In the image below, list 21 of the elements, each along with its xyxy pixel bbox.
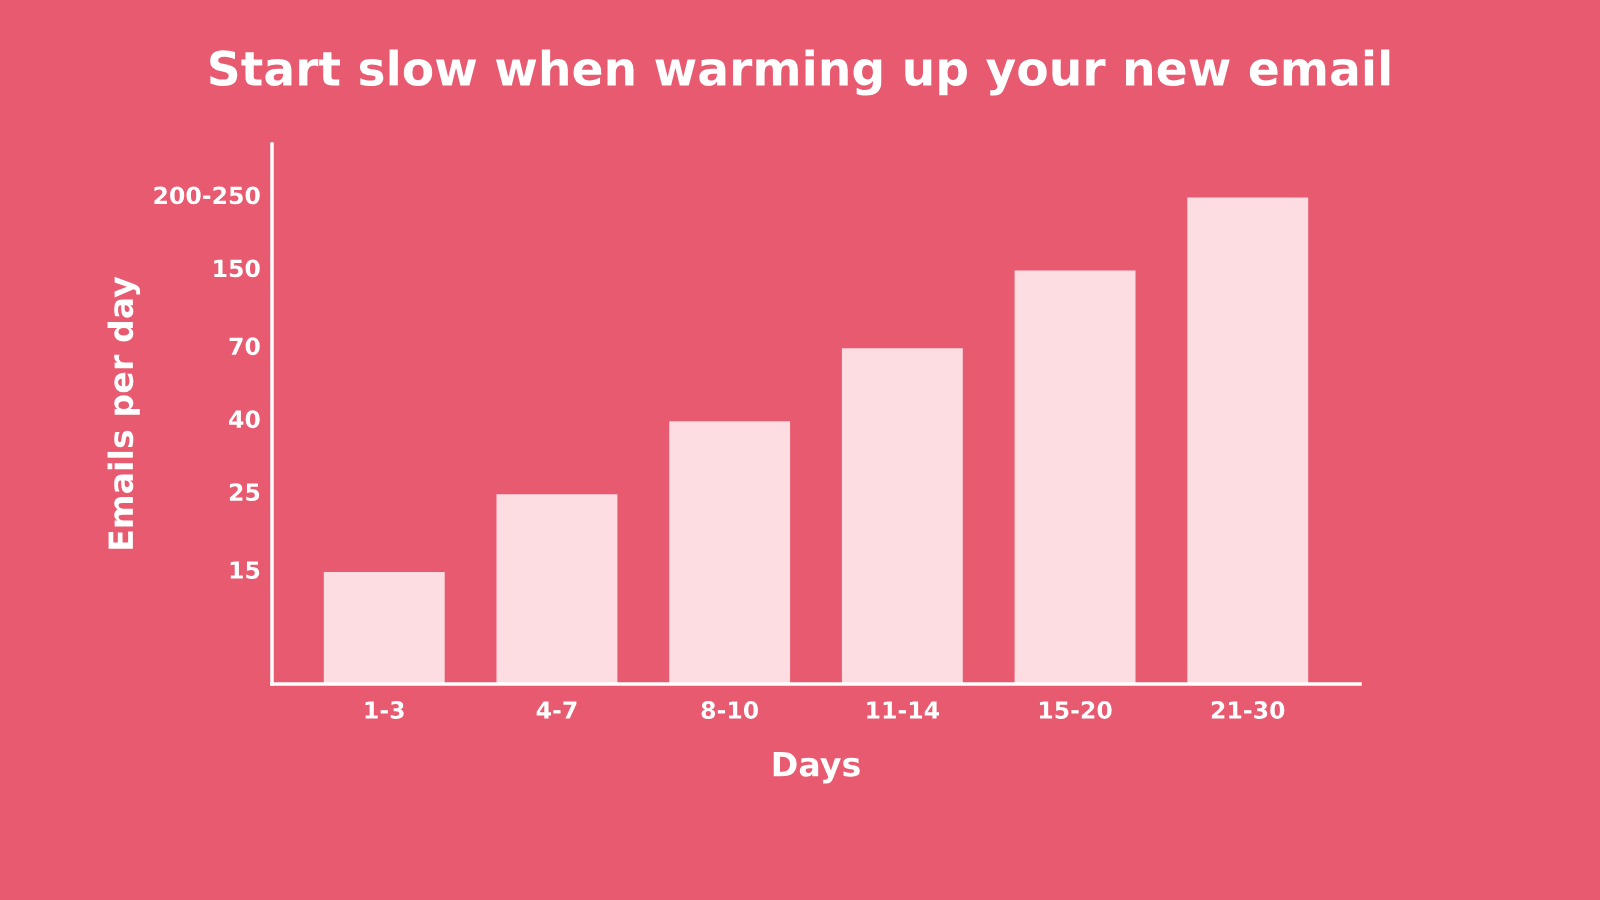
- x-tick-label: 8-10: [701, 701, 759, 719]
- text: 25: [229, 483, 260, 502]
- bar: [1014, 270, 1136, 684]
- x-tick-label: 4-7: [536, 701, 577, 719]
- bar: [841, 348, 963, 684]
- text: 150: [214, 259, 260, 278]
- text: 200-250: [154, 186, 260, 205]
- bar: [323, 572, 445, 684]
- text: 15: [230, 561, 260, 579]
- x-axis-title: Days: [773, 752, 860, 784]
- x-tick-label: 1-3: [365, 701, 404, 719]
- x-tick-label: 11-14: [867, 701, 940, 719]
- chart-title: Start slow when warming up your new email: [210, 49, 1390, 96]
- x-tick-label: 15-20: [1039, 701, 1112, 719]
- text: 70: [229, 337, 260, 356]
- bar: [496, 494, 618, 684]
- text: 40: [229, 410, 260, 429]
- x-tick-label: 21-30: [1211, 701, 1285, 719]
- bar: [669, 421, 791, 684]
- bar: [1187, 197, 1309, 684]
- y-axis-title: Emails per day: [107, 276, 141, 549]
